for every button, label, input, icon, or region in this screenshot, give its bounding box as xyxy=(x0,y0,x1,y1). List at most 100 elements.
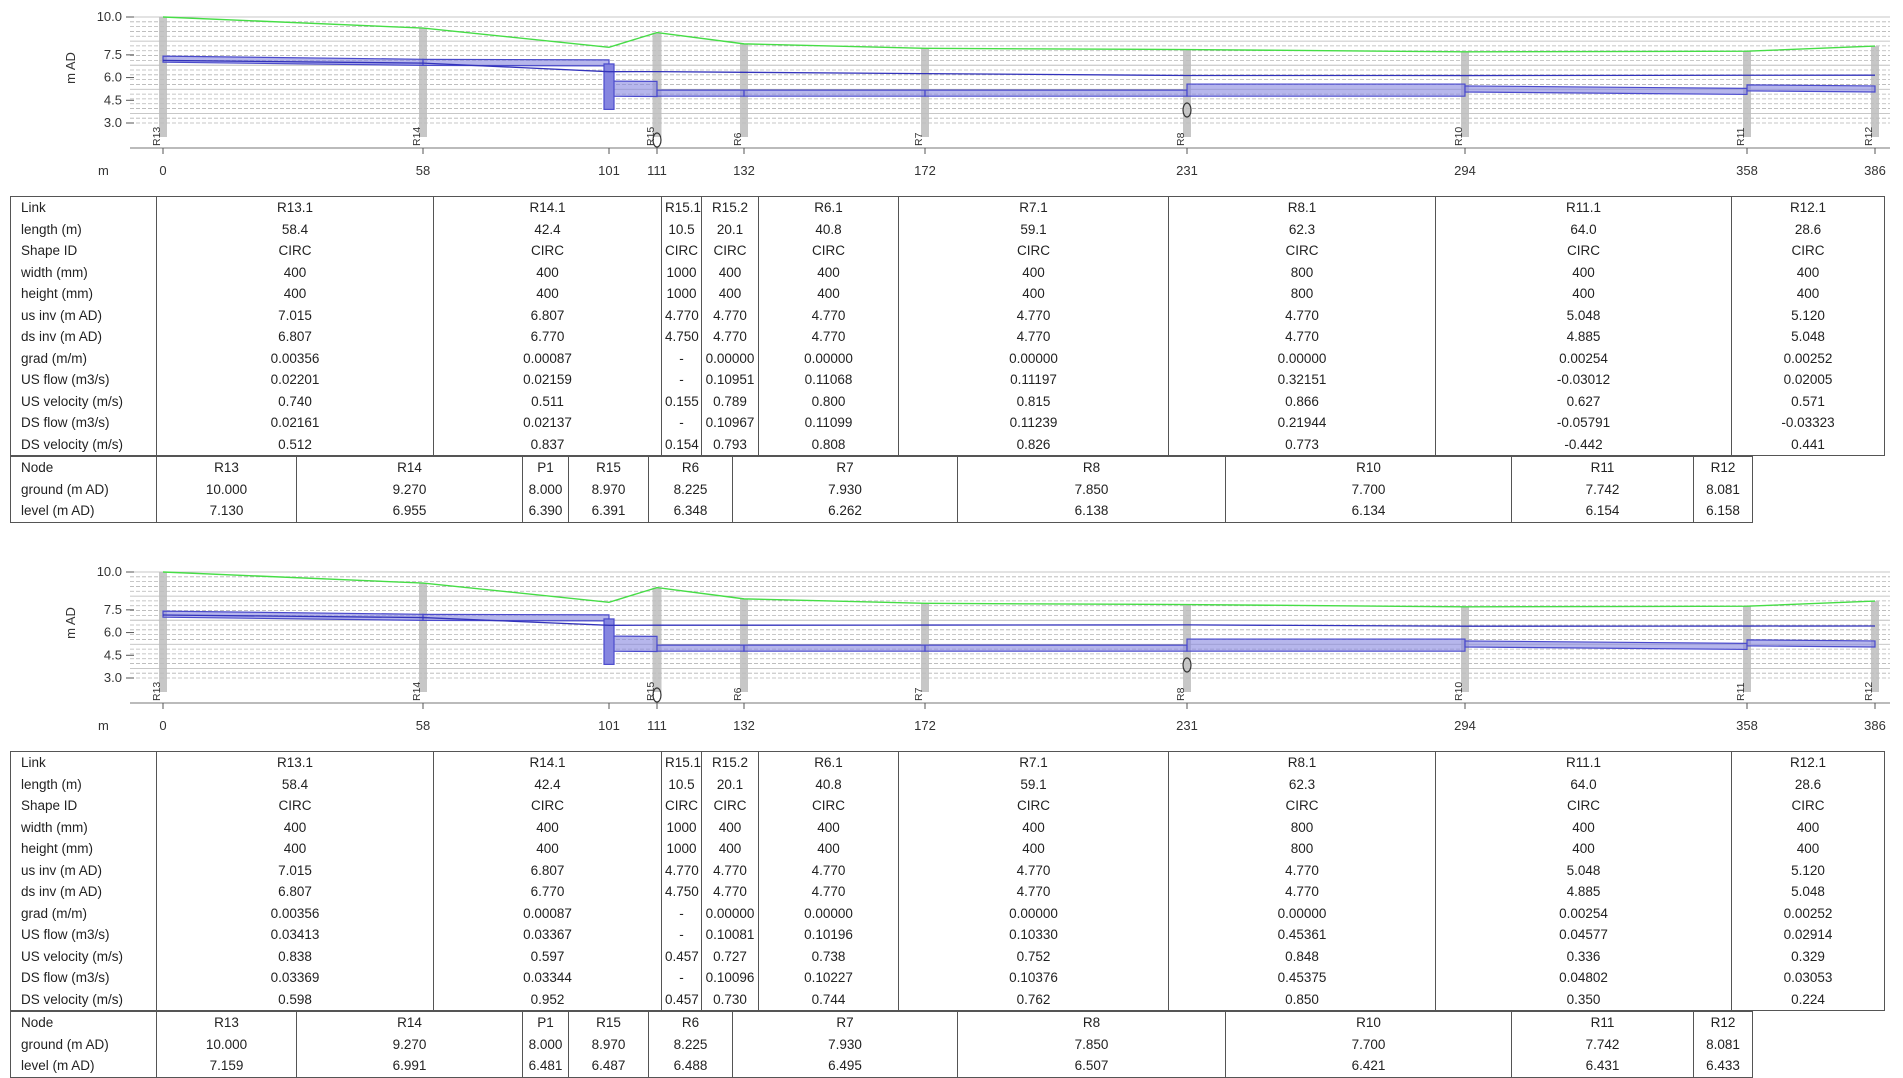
table-cell: - xyxy=(662,967,702,989)
link-table: Link R13.1 R14.1 R15.1 R15.2 R6.1 R7.1 R8.1 R11.… xyxy=(10,196,1885,456)
node-marker-label: R13 xyxy=(151,682,163,701)
table-cell: 6.391 xyxy=(569,500,649,522)
table-cell: 0.793 xyxy=(702,433,759,455)
x-tick-label: 172 xyxy=(914,718,936,733)
manhole-bar xyxy=(159,17,167,137)
row-header: height (mm) xyxy=(11,283,157,305)
table-cell: R15 xyxy=(569,457,649,479)
node-ring-marker xyxy=(652,132,662,148)
table-cell: 0.32151 xyxy=(1169,369,1436,391)
node-marker-label: R8 xyxy=(1175,687,1187,701)
table-cell: 4.770 xyxy=(1169,326,1436,348)
pipe-segment xyxy=(656,89,745,97)
row-header: ground (m AD) xyxy=(11,478,157,500)
table-cell: R6 xyxy=(649,457,733,479)
table-cell: 400 xyxy=(157,816,434,838)
node-table: Node R13 R14 P1 R15 R6 R7 R8 R10 R11 R12 ground (m … xyxy=(10,456,1753,523)
table-cell: 6.991 xyxy=(297,1055,523,1077)
table-cell: 0.10196 xyxy=(759,924,899,946)
y-tick-label: 7.5 xyxy=(104,47,122,62)
row-header: ground (m AD) xyxy=(11,1033,157,1055)
table-cell: 400 xyxy=(759,838,899,860)
table-cell: 0.11068 xyxy=(759,369,899,391)
table-cell: CIRC xyxy=(1436,795,1732,817)
table-cell: 4.770 xyxy=(759,859,899,881)
table-cell: 400 xyxy=(1436,283,1732,305)
table-cell: 1000 xyxy=(662,816,702,838)
row-header: width (mm) xyxy=(11,816,157,838)
table-cell: 0.10376 xyxy=(899,967,1169,989)
node-marker-label: R11 xyxy=(1735,127,1747,146)
table-cell: R8 xyxy=(958,457,1226,479)
table-cell: 0.00254 xyxy=(1436,347,1732,369)
table-cell: 6.433 xyxy=(1706,1058,1740,1073)
y-tick-label: 10.0 xyxy=(97,564,122,579)
x-tick-label: 231 xyxy=(1176,718,1198,733)
x-axis-label: m xyxy=(98,718,109,733)
table-cell: 6.262 xyxy=(733,500,958,522)
table-cell: 7.930 xyxy=(733,478,958,500)
table-cell: 0.00254 xyxy=(1436,902,1732,924)
x-tick-label: 358 xyxy=(1736,163,1758,178)
water-level-line xyxy=(162,614,1876,627)
table-cell: 0.837 xyxy=(434,433,662,455)
table-cell: 8.970 xyxy=(569,1033,649,1055)
pipe-segment xyxy=(608,635,658,653)
table-cell: 0.00087 xyxy=(434,347,662,369)
row-header: Link xyxy=(11,752,157,774)
table-cell: R8.1 xyxy=(1169,752,1436,774)
table-cell: 59.1 xyxy=(899,218,1169,240)
table-cell: CIRC xyxy=(434,795,662,817)
table-cell: R6.1 xyxy=(759,752,899,774)
table-cell: 6.807 xyxy=(434,304,662,326)
row-header: Shape ID xyxy=(11,795,157,817)
table-cell: 0.03367 xyxy=(434,924,662,946)
table-cell: 0.336 xyxy=(1436,945,1732,967)
row-header: us inv (m AD) xyxy=(11,859,157,881)
table-cell: 0.10096 xyxy=(702,967,759,989)
long-section-chart: 10.0 7.5 6.0 4.5 3.0 m AD m 0 58 101 111 132 172 231 2… xyxy=(63,564,1890,733)
node-marker-label: R6 xyxy=(732,687,744,701)
table-cell: 0.03413 xyxy=(157,924,434,946)
row-header: Node xyxy=(11,1012,157,1034)
row-header: US flow (m3/s) xyxy=(11,369,157,391)
table-cell: R12.1 xyxy=(1789,200,1827,215)
table-cell: 6.134 xyxy=(1226,500,1512,522)
table-cell: 6.421 xyxy=(1226,1055,1512,1077)
y-axis-label: m AD xyxy=(63,607,78,639)
table-cell: 0.21944 xyxy=(1169,412,1436,434)
water-level-line xyxy=(162,59,1876,77)
table-cell: 6.495 xyxy=(733,1055,958,1077)
table-cell: R15.2 xyxy=(702,752,759,774)
node-marker-label: R7 xyxy=(913,132,925,146)
table-cell: 1000 xyxy=(662,261,702,283)
pipe-segment xyxy=(1464,640,1748,651)
table-cell: 8.225 xyxy=(649,478,733,500)
table-cell: 1000 xyxy=(662,838,702,860)
table-cell: 800 xyxy=(1169,283,1436,305)
table-cell: 0.00000 xyxy=(702,902,759,924)
table-cell: 0.00356 xyxy=(157,902,434,924)
manhole-bar xyxy=(159,572,167,692)
table-cell: CIRC xyxy=(1169,795,1436,817)
table-cell: 0.850 xyxy=(1169,988,1436,1010)
row-header: ds inv (m AD) xyxy=(11,881,157,903)
x-tick-label: 358 xyxy=(1736,718,1758,733)
table-cell: 10.5 xyxy=(662,773,702,795)
table-cell: 58.4 xyxy=(157,218,434,240)
table-cell: 0.571 xyxy=(1791,393,1825,409)
table-cell: 59.1 xyxy=(899,773,1169,795)
table-cell: 4.885 xyxy=(1436,881,1732,903)
table-cell: 0.11239 xyxy=(899,412,1169,434)
table-cell: 7.742 xyxy=(1512,478,1694,500)
table-cell: 0.848 xyxy=(1169,945,1436,967)
table-cell: 0.738 xyxy=(759,945,899,967)
x-tick-label: 101 xyxy=(598,163,620,178)
table-cell: 400 xyxy=(759,283,899,305)
table-cell: R7 xyxy=(733,457,958,479)
node-ring-marker xyxy=(652,687,662,703)
x-tick-label: 294 xyxy=(1454,163,1476,178)
long-section-chart: 10.0 7.5 6.0 4.5 3.0 m AD m 0 58 101 111 132 172 231 2… xyxy=(63,9,1890,178)
y-axis-label: m AD xyxy=(63,52,78,84)
table-cell: 0.04802 xyxy=(1436,967,1732,989)
